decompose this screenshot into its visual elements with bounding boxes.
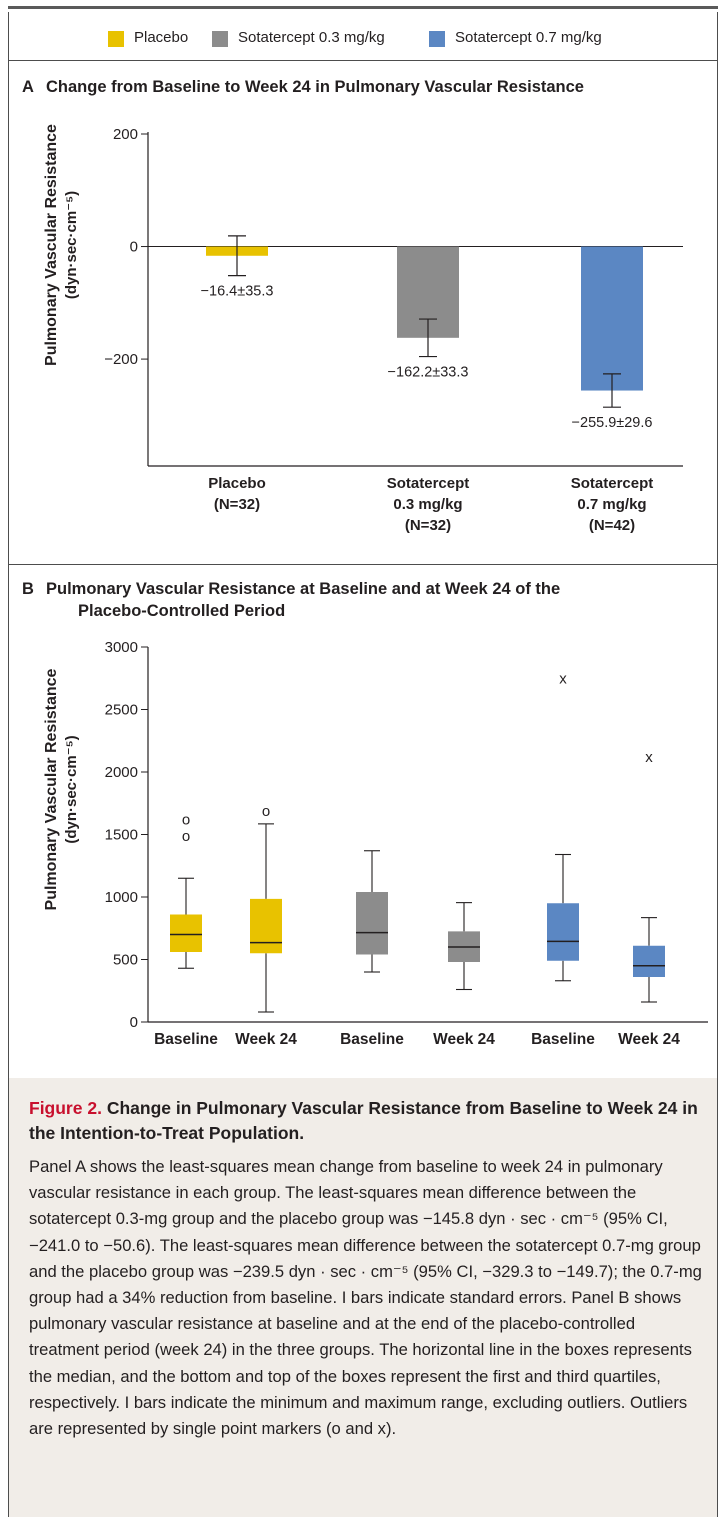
legend-swatch-sotatercept-0-3 [212,31,228,47]
x-category-label: (N=42) [589,517,635,534]
panel-divider [8,564,718,565]
x-category-label: Week 24 [433,1031,495,1048]
panel-a-title: A Change from Baseline to Week 24 in Pul… [22,76,712,98]
y-axis-title-line1: Pulmonary Vascular Resistance [43,668,60,910]
box-1 [170,914,202,952]
figure-caption: Figure 2. Change in Pulmonary Vascular R… [8,1078,718,1517]
outlier-marker-o: o [182,812,190,829]
box-2 [250,898,282,954]
panel-a-title-text: Change from Baseline to Week 24 in Pulmo… [46,78,584,96]
caption-title: Figure 2. Change in Pulmonary Vascular R… [29,1096,709,1146]
caption-figure-label: Figure 2. [29,1098,102,1118]
y-tick-label: 2500 [105,702,138,719]
panel-b-title: B Pulmonary Vascular Resistance at Basel… [22,578,712,622]
y-tick-label: 1000 [105,889,138,906]
panel-b-title-line1: Pulmonary Vascular Resistance at Baselin… [46,580,561,598]
y-tick-label: 1500 [105,827,138,844]
panel-b-box-plot: 050010001500200025003000ooBaselineoWeek … [43,639,708,1048]
x-category-label: Baseline [340,1031,404,1048]
bar-3 [581,246,643,391]
figure: Placebo Sotatercept 0.3 mg/kg Sotatercep… [8,0,718,1517]
legend-label-sotatercept-0-3: Sotatercept 0.3 mg/kg [238,29,385,46]
y-axis-title-line2: (dyn·sec·cm⁻⁵) [63,191,80,299]
x-category-label: Sotatercept [387,475,470,492]
legend-swatch-sotatercept-0-7 [429,31,445,47]
y-tick-label: 500 [113,952,138,969]
caption-title-text: Change in Pulmonary Vascular Resistance … [29,1098,698,1143]
y-tick-label: 3000 [105,639,138,656]
x-category-label: 0.7 mg/kg [577,496,646,513]
y-tick-label: 2000 [105,764,138,781]
panel-b-title-line2: Placebo-Controlled Period [78,602,286,620]
box-6 [633,945,665,977]
x-category-label: (N=32) [405,517,451,534]
box-5 [547,903,579,961]
x-category-label: Sotatercept [571,475,654,492]
x-category-label: Baseline [531,1031,595,1048]
box-3 [356,892,388,955]
y-axis-title-line2: (dyn·sec·cm⁻⁵) [63,735,80,843]
outlier-marker-x: x [645,749,653,766]
panel-a-letter: A [22,78,34,96]
legend: Placebo Sotatercept 0.3 mg/kg Sotatercep… [8,18,718,58]
outlier-marker-o: o [182,828,190,845]
x-category-label: Baseline [154,1031,218,1048]
x-category-label: (N=32) [214,496,260,513]
legend-label-sotatercept-0-7: Sotatercept 0.7 mg/kg [455,29,602,46]
y-tick-label: 0 [130,1014,138,1031]
bar-value-label: −255.9±29.6 [572,415,653,431]
bar-value-label: −16.4±35.3 [201,284,274,300]
y-tick-label: 0 [130,239,138,256]
caption-body: Panel A shows the least-squares mean cha… [29,1157,702,1439]
outlier-marker-x: x [559,670,567,687]
x-category-label: Week 24 [618,1031,680,1048]
panel-b-letter: B [22,580,34,598]
outlier-marker-o: o [262,803,270,820]
legend-divider [8,60,718,61]
panel-a-bar-chart: 200 0 −200 −16.4±35.3 Placebo (N=32) −162.2±33… [43,124,683,534]
x-category-label: Week 24 [235,1031,297,1048]
x-category-label: Placebo [208,475,266,492]
x-category-label: 0.3 mg/kg [393,496,462,513]
y-axis-title-line1: Pulmonary Vascular Resistance [43,124,60,366]
figure-top-rule [8,6,718,9]
y-tick-label: 200 [113,126,138,143]
bar-value-label: −162.2±33.3 [388,365,469,381]
y-tick-label: −200 [104,351,138,368]
legend-label-placebo: Placebo [134,29,189,46]
legend-swatch-placebo [108,31,124,47]
